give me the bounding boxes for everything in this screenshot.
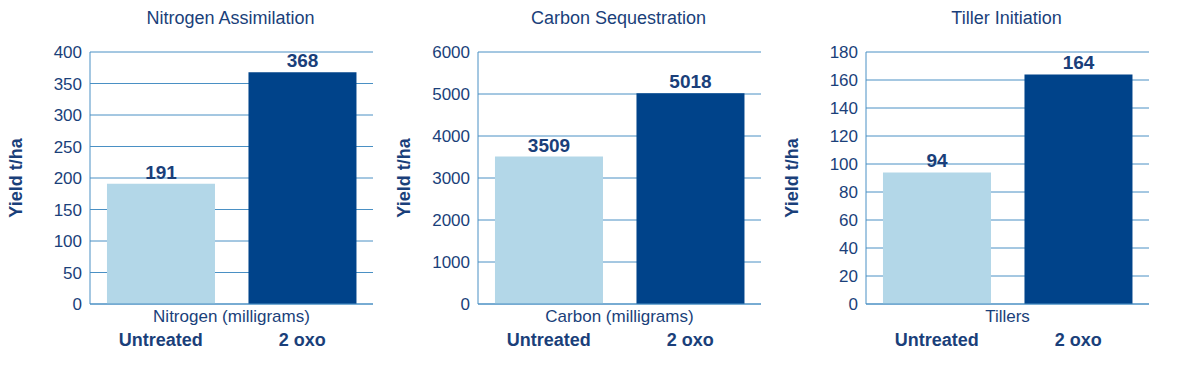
svg-text:Untreated: Untreated	[507, 330, 591, 350]
svg-text:Tillers: Tillers	[985, 307, 1030, 326]
svg-text:1000: 1000	[432, 253, 470, 272]
svg-text:0: 0	[849, 295, 858, 314]
svg-text:Yield t/ha: Yield t/ha	[396, 137, 414, 217]
svg-text:160: 160	[830, 71, 858, 90]
html-text:Nitrogen Assimilation: Nitrogen Assimilation	[146, 8, 315, 28]
svg-text:300: 300	[54, 106, 82, 125]
svg-text:180: 180	[830, 43, 858, 62]
svg-text:2 oxo: 2 oxo	[279, 330, 326, 350]
svg-text:5018: 5018	[669, 71, 711, 92]
svg-text:60: 60	[839, 211, 858, 230]
svg-text:6000: 6000	[432, 43, 470, 62]
html-text:Tiller Initiation: Tiller Initiation	[951, 8, 1062, 28]
svg-text:0: 0	[461, 295, 470, 314]
svg-text:2 oxo: 2 oxo	[667, 330, 714, 350]
svg-text:100: 100	[830, 155, 858, 174]
svg-text:Untreated: Untreated	[895, 330, 979, 350]
html-text:Carbon Sequestration: Carbon Sequestration	[530, 8, 707, 28]
svg-text:150: 150	[54, 201, 82, 220]
svg-text:2000: 2000	[432, 211, 470, 230]
svg-text:Carbon (milligrams): Carbon (milligrams)	[545, 307, 693, 326]
svg-text:Nitrogen (milligrams): Nitrogen (milligrams)	[153, 307, 310, 326]
svg-text:Yield t/ha: Yield t/ha	[8, 137, 26, 217]
svg-text:Untreated: Untreated	[119, 330, 203, 350]
svg-text:350: 350	[54, 75, 82, 94]
svg-text:2 oxo: 2 oxo	[1055, 330, 1102, 350]
svg-text:50: 50	[63, 264, 82, 283]
svg-text:0: 0	[73, 295, 82, 314]
svg-text:120: 120	[830, 127, 858, 146]
svg-text:20: 20	[839, 267, 858, 286]
svg-text:140: 140	[830, 99, 858, 118]
svg-text:400: 400	[54, 43, 82, 62]
svg-text:4000: 4000	[432, 127, 470, 146]
svg-text:164: 164	[1063, 52, 1095, 73]
svg-text:94: 94	[926, 150, 948, 171]
svg-text:100: 100	[54, 232, 82, 251]
svg-text:5000: 5000	[432, 85, 470, 104]
svg-text:191: 191	[145, 162, 177, 183]
svg-text:Yield t/ha: Yield t/ha	[784, 137, 802, 217]
svg-text:80: 80	[839, 183, 858, 202]
svg-text:200: 200	[54, 169, 82, 188]
svg-text:250: 250	[54, 138, 82, 157]
svg-text:368: 368	[287, 50, 319, 71]
svg-text:40: 40	[839, 239, 858, 258]
svg-text:3000: 3000	[432, 169, 470, 188]
svg-text:3509: 3509	[528, 135, 570, 156]
